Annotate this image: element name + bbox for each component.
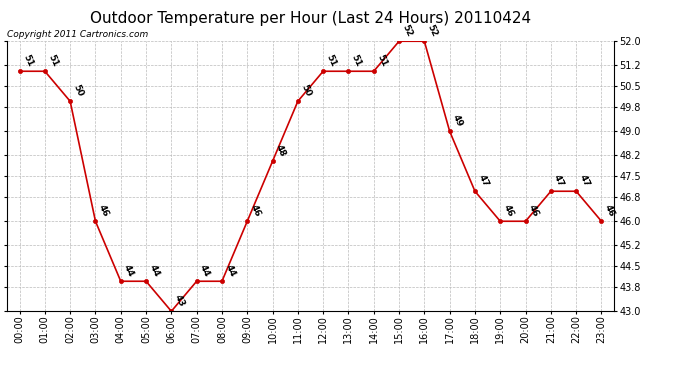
Text: 49: 49: [451, 113, 464, 129]
Text: Copyright 2011 Cartronics.com: Copyright 2011 Cartronics.com: [7, 30, 148, 39]
Text: 52: 52: [400, 23, 414, 39]
Text: 47: 47: [552, 173, 566, 189]
Text: Outdoor Temperature per Hour (Last 24 Hours) 20110424: Outdoor Temperature per Hour (Last 24 Ho…: [90, 11, 531, 26]
Text: 46: 46: [97, 203, 110, 219]
Text: 51: 51: [21, 53, 34, 69]
Text: 51: 51: [350, 53, 363, 69]
Text: 52: 52: [426, 23, 439, 39]
Text: 48: 48: [274, 143, 288, 159]
Text: 44: 44: [122, 263, 136, 279]
Text: 51: 51: [375, 53, 388, 69]
Text: 43: 43: [172, 293, 186, 309]
Text: 47: 47: [476, 173, 490, 189]
Text: 50: 50: [299, 84, 313, 99]
Text: 44: 44: [198, 263, 212, 279]
Text: 44: 44: [148, 263, 161, 279]
Text: 44: 44: [224, 263, 237, 279]
Text: 51: 51: [324, 53, 338, 69]
Text: 46: 46: [603, 203, 616, 219]
Text: 50: 50: [72, 84, 85, 99]
Text: 46: 46: [502, 203, 515, 219]
Text: 46: 46: [527, 203, 540, 219]
Text: 46: 46: [248, 203, 262, 219]
Text: 51: 51: [46, 53, 59, 69]
Text: 47: 47: [578, 173, 591, 189]
